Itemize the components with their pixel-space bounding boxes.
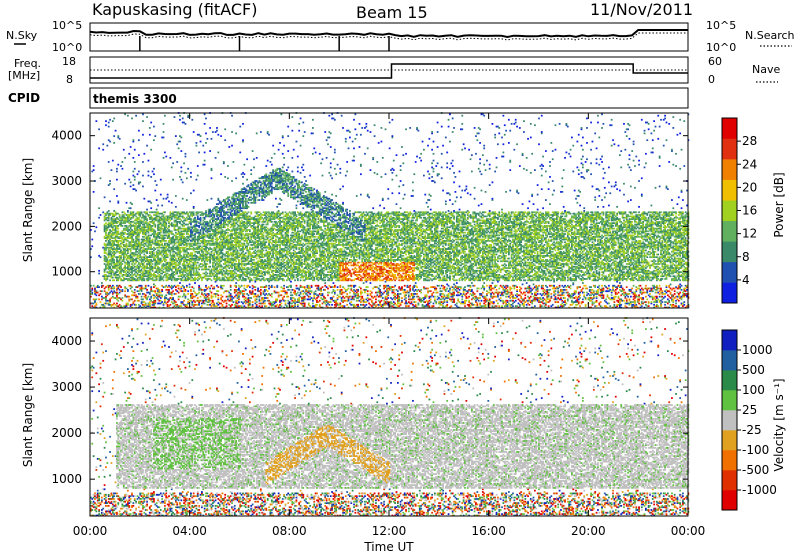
- noise-sky-line: [89, 29, 688, 39]
- x-tick-label: 00:00: [671, 524, 706, 538]
- colorbar-tick-label: -500: [742, 463, 769, 477]
- y-tick-label: 3000: [51, 174, 82, 188]
- time-x-axis: 00:00 04:00 08:00 12:00 16:00 20:00 00:00: [73, 113, 706, 538]
- colorbar-segment: [722, 470, 737, 491]
- colorbar-segment: [722, 330, 737, 351]
- x-tick-label: 16:00: [471, 524, 506, 538]
- freq-line: [90, 63, 688, 79]
- colorbar-segment: [722, 159, 737, 180]
- freq-left-tick-bottom: 8: [66, 73, 73, 86]
- cpid-panel: CPID themis 3300: [8, 87, 689, 109]
- power-y-label: Slant Range [km]: [21, 158, 35, 262]
- colorbar-frame: [721, 329, 738, 511]
- noise-left-tick-top: 10^5: [52, 19, 82, 32]
- noise-sky-trace: [89, 29, 688, 51]
- x-tick-label: 00:00: [73, 524, 108, 538]
- colorbar-segment: [722, 390, 737, 411]
- velocity-colorbar: 1000 500 100 25 -25 -100 -500 -1000: [721, 329, 777, 511]
- colorbar-segment: [722, 220, 737, 242]
- beam-label: Beam 15: [356, 3, 428, 22]
- freq-right-tick-top: 60: [708, 55, 722, 68]
- power-panel: 1000 2000 3000 4000 Slant Range [km] 4 8 12 16…: [21, 112, 786, 309]
- x-tick-label: 20:00: [571, 524, 606, 538]
- colorbar-segment: [722, 350, 737, 371]
- velocity-panel: 1000 2000 3000 4000 Slant Range [km] 1000 50…: [21, 317, 786, 517]
- noise-left-tick-bottom: 10^0: [52, 41, 82, 54]
- freq-trace: [90, 63, 688, 79]
- y-tick-label: 1000: [51, 472, 82, 486]
- velocity-colorbar-label: Velocity [m s⁻¹]: [772, 378, 786, 471]
- freq-left-tick-top: 18: [62, 55, 76, 68]
- colorbar-tick-label: 500: [742, 363, 765, 377]
- y-tick-label: 2000: [51, 219, 82, 233]
- colorbar-segment: [722, 118, 737, 139]
- colorbar-segment: [722, 241, 737, 263]
- colorbar-tick-label: 20: [742, 180, 757, 194]
- colorbar-segment: [722, 261, 737, 283]
- colorbar-segment: [722, 282, 737, 304]
- freq-panel: Freq. [MHz] 18 8 60 0 Nave: [8, 55, 780, 86]
- colorbar-tick-label: 25: [742, 403, 757, 417]
- colorbar-tick-label: 24: [742, 157, 757, 171]
- y-tick-label: 4000: [51, 129, 82, 143]
- noise-search-line: [89, 32, 688, 41]
- colorbar-tick-label: -1000: [742, 483, 777, 497]
- velocity-heatmap: [90, 317, 690, 517]
- colorbar-segment: [722, 430, 737, 451]
- colorbar-tick-label: -25: [742, 423, 762, 437]
- colorbar-tick-label: 16: [742, 204, 757, 218]
- power-heatmap: [90, 112, 690, 309]
- colorbar-tick-label: -100: [742, 443, 769, 457]
- colorbar-segment: [722, 200, 737, 222]
- y-tick-label: 3000: [51, 380, 82, 394]
- station-title: Kapuskasing (fitACF): [92, 0, 257, 19]
- colorbar-segment: [722, 410, 737, 431]
- colorbar-segment: [722, 370, 737, 391]
- noise-panel: N.Sky 10^5 10^0 10^5 10^0 N.Search: [6, 19, 795, 54]
- noise-right-tick-bottom: 10^0: [706, 41, 736, 54]
- date-label: 11/Nov/2011: [590, 0, 693, 19]
- x-tick-label: 08:00: [272, 524, 307, 538]
- y-tick-label: 1000: [51, 265, 82, 279]
- colorbar-segment: [722, 450, 737, 471]
- power-y-axis: 1000 2000 3000 4000: [51, 129, 688, 279]
- freq-right-tick-bottom: 0: [708, 73, 715, 86]
- velocity-y-label: Slant Range [km]: [21, 363, 35, 467]
- colorbar-tick-label: 8: [742, 250, 750, 264]
- y-tick-label: 4000: [51, 334, 82, 348]
- power-colorbar: 4 8 12 16 20 24 28: [721, 117, 757, 304]
- x-tick-label: 04:00: [172, 524, 207, 538]
- noise-right-label: N.Search: [745, 29, 795, 42]
- noise-left-label: N.Sky: [6, 29, 38, 42]
- cpid-mode-text: themis 3300: [93, 92, 177, 106]
- freq-left-unit: [MHz]: [8, 69, 40, 82]
- colorbar-tick-label: 28: [742, 134, 757, 148]
- colorbar-tick-label: 100: [742, 383, 765, 397]
- power-colorbar-label: Power [dB]: [772, 172, 786, 237]
- colorbar-tick-label: 1000: [742, 343, 773, 357]
- noise-right-tick-top: 10^5: [706, 19, 736, 32]
- nave-label: Nave: [752, 63, 780, 76]
- velocity-y-axis: 1000 2000 3000 4000: [51, 334, 688, 486]
- x-tick-label: 12:00: [372, 524, 407, 538]
- colorbar-segment: [722, 490, 737, 511]
- x-axis-label: Time UT: [363, 540, 414, 554]
- colorbar-segment: [722, 179, 737, 201]
- colorbar-tick-label: 12: [742, 227, 757, 241]
- colorbar-tick-label: 4: [742, 273, 750, 287]
- colorbar-segment: [722, 138, 737, 160]
- cpid-label: CPID: [8, 91, 40, 105]
- y-tick-label: 2000: [51, 426, 82, 440]
- freq-left-label: Freq.: [14, 57, 41, 70]
